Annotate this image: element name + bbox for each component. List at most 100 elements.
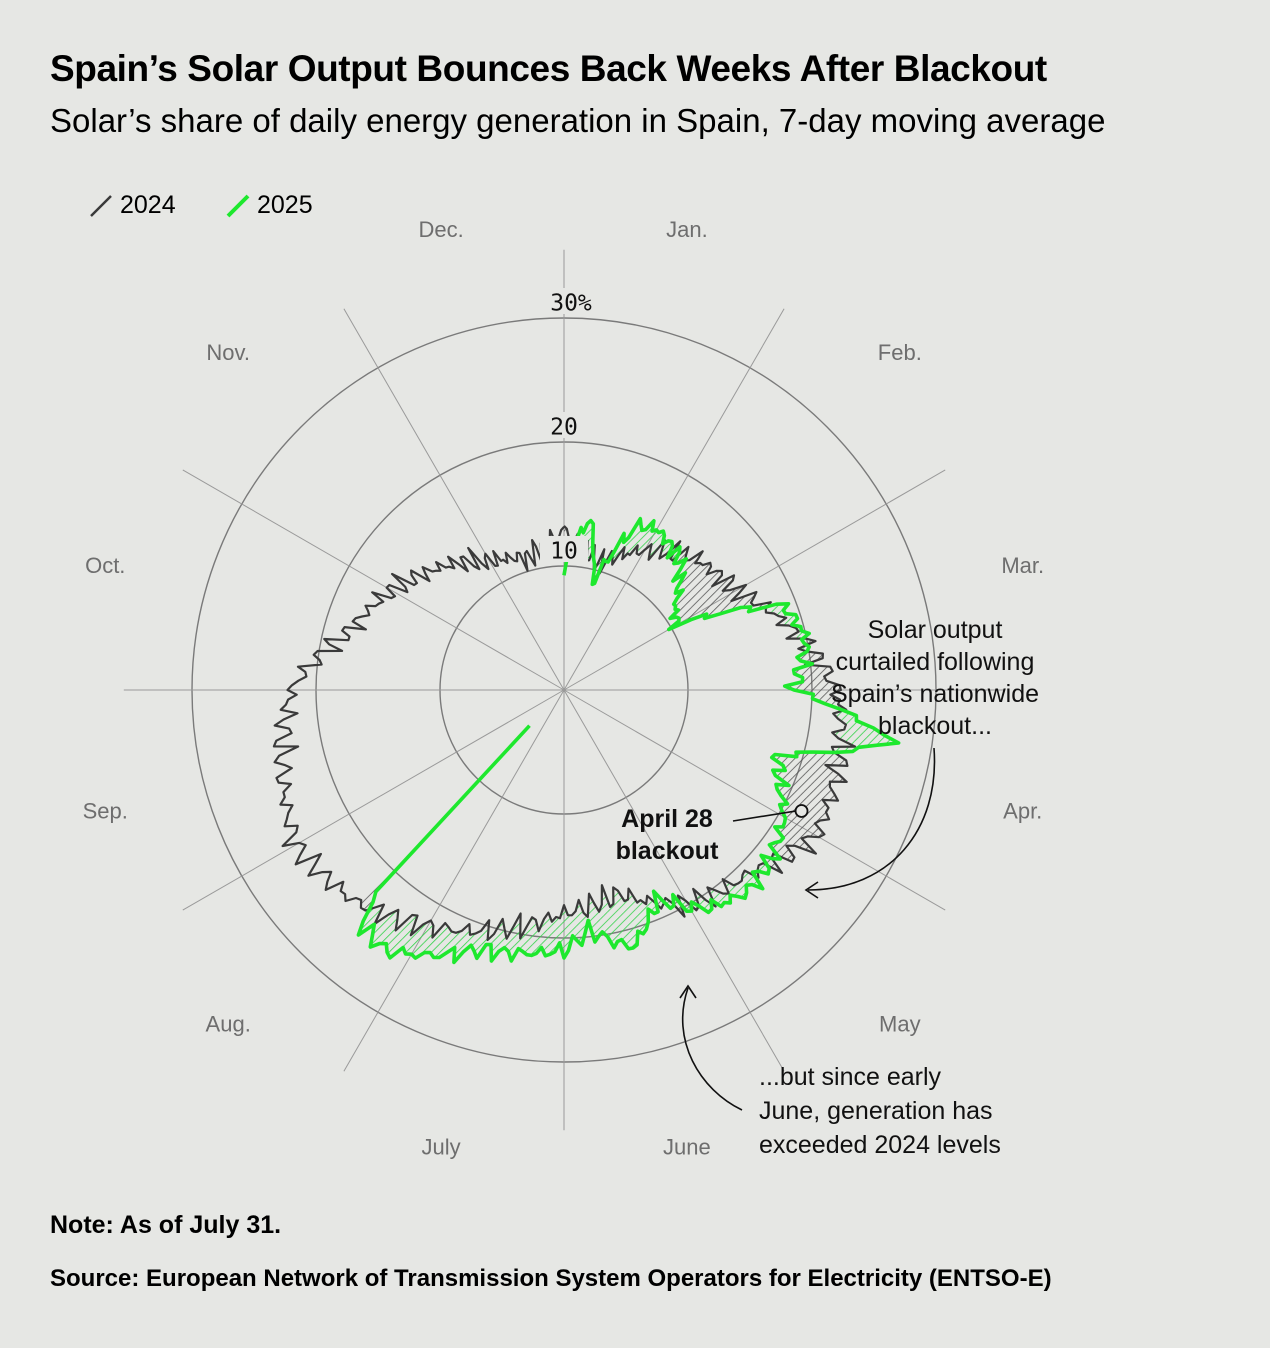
fill-segment — [758, 863, 770, 874]
fill-segment — [411, 920, 434, 959]
fill-segment — [476, 920, 490, 959]
annotation-curtailed-line-0: Solar output — [868, 616, 1003, 644]
annotation-blackout-leader — [732, 810, 796, 822]
chart-subtitle: Solar’s share of daily energy generation… — [50, 102, 1106, 139]
chart-note: Note: As of July 31. — [50, 1211, 282, 1239]
fill-segment — [659, 541, 673, 559]
chart-title: Spain’s Solar Output Bounces Back Weeks … — [50, 48, 1047, 89]
month-label-3: Apr. — [1003, 799, 1042, 824]
grid-spoke-8 — [182, 689, 565, 911]
fill-segment — [624, 899, 638, 945]
annotation-exceeded-line-2: exceeded 2024 levels — [759, 1131, 1001, 1159]
month-label-11: Dec. — [418, 217, 463, 242]
annotation-exceeded-line-0: ...but since early — [759, 1063, 942, 1091]
annotation-blackout-marker — [794, 804, 809, 818]
fill-segment — [722, 879, 746, 899]
grid-spoke-7 — [343, 689, 565, 1072]
grid-spoke-10 — [182, 469, 565, 691]
fill-segment — [453, 924, 471, 963]
fill-segment — [775, 775, 838, 801]
fill-segment — [676, 563, 703, 589]
annotation-exceeded-arrowhead — [679, 984, 697, 999]
fill-segment — [833, 713, 857, 721]
month-label-4: May — [879, 1012, 921, 1037]
fill-segment — [627, 524, 642, 556]
annotation-curtailed-line-1: curtailed following — [836, 648, 1035, 676]
fill-segment — [587, 893, 595, 943]
month-label-1: Feb. — [878, 340, 922, 365]
fill-segment — [707, 887, 722, 907]
annotation-exceeded-arrow — [681, 987, 743, 1111]
fill-segment — [765, 603, 789, 613]
fill-segment — [774, 826, 816, 854]
fill-segment — [617, 890, 638, 948]
fill-segment — [771, 757, 847, 782]
fill-segment — [733, 883, 747, 899]
fill-segment — [370, 909, 399, 948]
fill-segment — [672, 551, 703, 582]
grid-spoke-1 — [563, 308, 785, 691]
fill-segment — [769, 844, 793, 862]
fill-segment — [781, 810, 825, 838]
month-label-6: July — [422, 1135, 461, 1160]
r-tick-label-2: 30% — [550, 291, 592, 317]
r-tick-label-1: 20 — [550, 415, 578, 441]
month-label-9: Oct. — [85, 553, 125, 578]
month-label-7: Aug. — [206, 1012, 251, 1037]
fill-segment — [742, 870, 763, 889]
fill-segment — [601, 885, 618, 948]
fill-segment — [761, 855, 782, 873]
fill-segment — [659, 540, 672, 559]
fill-segment — [782, 822, 808, 839]
fill-segment — [647, 895, 659, 914]
fill-segment — [637, 900, 649, 930]
fill-segment — [673, 570, 722, 606]
fill-segment — [628, 888, 644, 934]
fill-segment — [795, 752, 848, 766]
annotation-curtailed-line-2: Spain’s nationwide — [831, 680, 1039, 708]
fill-segment — [447, 930, 462, 953]
fill-segment — [567, 915, 573, 951]
fill-segment — [784, 685, 841, 690]
fill-segment — [793, 666, 833, 674]
annotation-curtailed: Solar output curtailed following Spain’s n… — [831, 616, 1039, 740]
fill-segment — [675, 575, 722, 610]
fill-segment — [795, 752, 848, 766]
fill-segment — [738, 880, 747, 893]
fill-segment — [360, 891, 376, 911]
fill-segment — [812, 752, 847, 761]
fill-segment — [622, 518, 641, 560]
fill-segment — [593, 902, 603, 937]
legend-item-2025: 2025 — [225, 190, 313, 220]
r-tick-bg-0 — [540, 536, 588, 562]
fill-segment — [372, 914, 389, 936]
fill-segment — [545, 912, 552, 956]
series-line-2025 — [356, 516, 901, 965]
fill-segment — [761, 855, 782, 873]
legend-swatch-2025 — [226, 194, 250, 218]
fill-segment — [675, 562, 712, 594]
legend-label-2024: 2024 — [120, 190, 176, 219]
annotation-curtailed-arrow — [807, 747, 936, 891]
fill-segment — [784, 680, 840, 687]
r-tick-bg-1 — [540, 412, 588, 438]
month-label-5: June — [663, 1135, 711, 1160]
fill-segment — [681, 563, 701, 581]
fill-segment — [812, 694, 840, 700]
fill-segment — [601, 885, 615, 948]
annotation-curtailed-arrowhead — [804, 881, 819, 899]
fill-segment — [612, 533, 625, 565]
fill-segment — [765, 603, 789, 614]
chart-source: Source: European Network of Transmission… — [50, 1265, 1052, 1292]
fill-segment — [522, 917, 533, 955]
fill-segment — [471, 930, 482, 952]
fill-segment — [541, 912, 549, 956]
fill-segment — [693, 888, 712, 913]
fill-segment — [415, 925, 434, 959]
fill-segment — [844, 724, 884, 735]
legend-item-2024: 2024 — [88, 190, 176, 220]
fill-segment — [386, 915, 413, 953]
fill-segment — [405, 920, 431, 955]
fill-segment — [628, 888, 647, 934]
